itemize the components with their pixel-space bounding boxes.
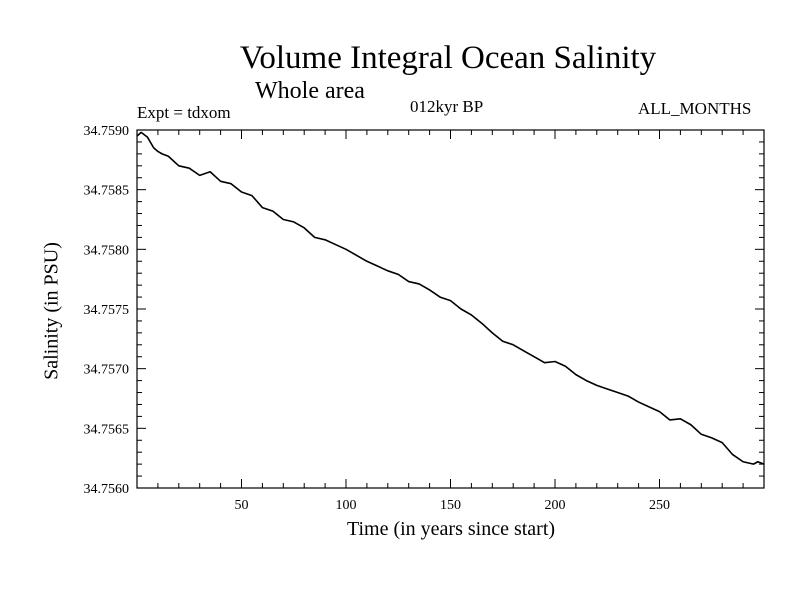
tick-label-layer: 50 100 150 200 250 34.7560 34.7565 34.7570 34.75… bbox=[84, 124, 671, 513]
chart-title: Volume Integral Ocean Salinity bbox=[239, 40, 657, 76]
x-tick-label: 150 bbox=[440, 498, 461, 513]
chart-subtitle: Whole area bbox=[255, 78, 365, 104]
period-annotation: 012kyr BP bbox=[410, 97, 484, 116]
y-tick-label: 34.7585 bbox=[84, 184, 130, 199]
y-tick-label: 34.7570 bbox=[84, 363, 130, 378]
plot-frame bbox=[136, 129, 765, 489]
x-tick-label: 100 bbox=[336, 498, 357, 513]
y-tick-label: 34.7580 bbox=[84, 243, 130, 258]
x-tick-label: 250 bbox=[649, 498, 670, 513]
experiment-annotation: Expt = tdxom bbox=[137, 103, 231, 122]
y-tick-label: 34.7560 bbox=[84, 482, 130, 497]
x-tick-label: 50 bbox=[235, 498, 249, 513]
months-annotation: ALL_MONTHS bbox=[638, 99, 752, 118]
x-axis-label: Time (in years since start) bbox=[346, 518, 556, 540]
y-tick-label: 34.7565 bbox=[84, 422, 130, 437]
x-tick-label: 200 bbox=[545, 498, 566, 513]
y-tick-label: 34.7590 bbox=[84, 124, 130, 139]
salinity-series-line bbox=[136, 131, 765, 465]
y-tick-label: 34.7575 bbox=[84, 303, 130, 318]
